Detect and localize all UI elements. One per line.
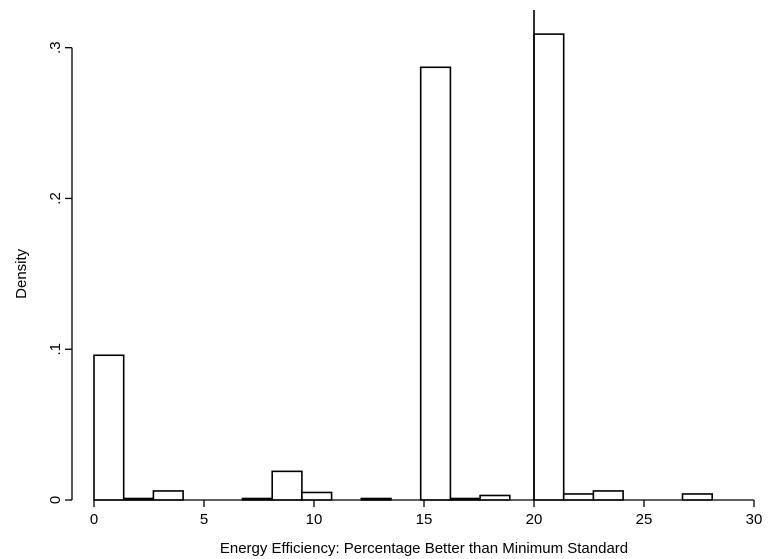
x-tick-label: 15 — [416, 511, 433, 528]
histogram-bar-5 — [301, 491, 333, 501]
histogram-bar-13 — [681, 493, 714, 501]
x-tick-label: 20 — [526, 511, 543, 528]
histogram-bar-0 — [93, 354, 125, 501]
histogram-bar-9 — [479, 494, 511, 501]
histogram-bar-4 — [271, 470, 303, 501]
y-ticks-group: 0 .1 .2 .3 — [47, 41, 72, 504]
histogram-bar-7 — [419, 66, 452, 501]
x-tick-label: 30 — [746, 511, 763, 528]
histogram-bar-12 — [592, 490, 624, 501]
x-tick-label: 25 — [636, 511, 653, 528]
bars-group — [93, 33, 714, 501]
histogram-bar-10 — [533, 33, 565, 501]
y-tick-label: 0 — [47, 496, 64, 504]
x-ticks-group: 0 5 10 15 20 25 30 — [90, 500, 763, 528]
y-tick-label: .2 — [47, 192, 64, 205]
y-tick-label: .1 — [47, 343, 64, 356]
x-tick-label: 10 — [306, 511, 323, 528]
histogram-bar-2 — [152, 490, 184, 501]
y-axis-title: Density — [13, 248, 30, 299]
x-tick-label: 5 — [200, 511, 208, 528]
x-tick-label: 0 — [90, 511, 98, 528]
x-axis-title: Energy Efficiency: Percentage Better tha… — [220, 540, 628, 557]
histogram-bar-11 — [562, 493, 595, 501]
y-tick-label: .3 — [47, 41, 64, 54]
